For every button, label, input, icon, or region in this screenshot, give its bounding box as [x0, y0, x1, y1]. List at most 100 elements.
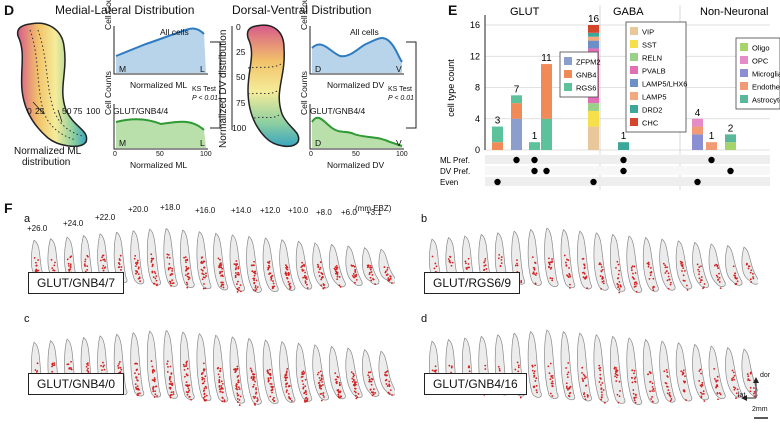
legend-entry: VIP: [642, 28, 654, 37]
dv-glut-line: [311, 116, 403, 147]
ml-tick-50: 50: [62, 106, 72, 116]
pattern-dot: [494, 178, 501, 186]
brain-slice: [544, 329, 559, 399]
brain-slice: [295, 240, 313, 290]
y-tick-label: 12: [470, 51, 480, 61]
brain-slice: [213, 334, 229, 403]
ebz-label: +16.0: [195, 206, 216, 215]
brain-slice: [130, 332, 145, 397]
label-glut-rgs6-9: GLUT/RGS6/9: [424, 272, 521, 294]
legend-swatch: [740, 95, 748, 103]
dv-bottom-ylabel: Cell Counts: [299, 71, 309, 115]
subpanel-b-letter: b: [421, 213, 428, 225]
brain-slice: [675, 240, 693, 291]
dv-xtick-100: 100: [396, 151, 408, 158]
ebz-label: +14.0: [231, 206, 252, 215]
brain-slice: [146, 228, 161, 287]
brain-slice: [163, 227, 178, 287]
brain-slice: [312, 242, 329, 290]
dv-xtick-50: 50: [352, 151, 360, 158]
bar-total-label: 11: [541, 53, 552, 64]
legend-swatch: [740, 82, 748, 90]
brain-slice: [675, 342, 693, 402]
dv-tick-75: 75: [236, 98, 246, 108]
dv-striatum-shape: [246, 24, 300, 148]
y-tick-label: 16: [470, 20, 480, 30]
ml-schematic: [16, 22, 88, 148]
dv-bottom-xlabel: Normalized DV: [327, 160, 385, 170]
ml-xtick-0: 0: [113, 151, 117, 158]
dv-ks-test: KS Test: [388, 86, 412, 93]
legend-swatch: [630, 66, 638, 74]
pattern-dot: [531, 167, 538, 175]
brain-slice: [692, 241, 709, 290]
legend-swatch: [740, 69, 748, 77]
bar-segment-endothelial: [706, 142, 717, 150]
ml-all-cells-area: [116, 28, 206, 73]
dv-glut-label: GLUT/GNB4/4: [310, 106, 366, 116]
legend-entry: Endotheial: [752, 83, 780, 92]
dv-distribution-title: Dorsal-Ventral Distribution: [232, 3, 372, 17]
legend-swatch: [564, 83, 572, 91]
brain-slice: [593, 334, 609, 404]
bar-total-label: 16: [588, 14, 600, 25]
legend-entry: Astrocyte: [752, 96, 780, 105]
pattern-row-band: [485, 177, 770, 186]
ebz-label: +22.0: [95, 213, 116, 222]
brain-slice: [642, 237, 659, 292]
dv-tick-100: 100: [232, 123, 247, 133]
brain-slice: [328, 243, 346, 288]
legend-entry: Oligo: [752, 44, 770, 53]
ebz-label: +10.0: [288, 206, 309, 215]
pattern-dot: [590, 178, 597, 186]
ml-tick-100: 100: [86, 106, 101, 116]
legend-entry: LAMP5: [642, 93, 667, 102]
brain-slice: [642, 339, 659, 404]
dv-tick-25: 25: [236, 47, 246, 57]
subpanel-d-letter: d: [421, 313, 428, 325]
bar-total-label: 1: [709, 131, 715, 142]
brain-slice: [328, 345, 346, 400]
ebz-label: +20.0: [128, 205, 149, 214]
brain-slice: [163, 329, 178, 399]
legend-swatch: [630, 27, 638, 35]
bar-total-label: 1: [621, 131, 627, 142]
dv-xtick-0: 0: [309, 151, 313, 158]
bar-segment-chc: [588, 25, 599, 33]
bar-segment-lamp5-lhx6: [588, 40, 599, 49]
pattern-dot: [708, 156, 715, 164]
ml-xtick-50: 50: [156, 151, 164, 158]
brain-slice: [31, 239, 44, 279]
bar-segment-gnb4: [492, 142, 503, 150]
pattern-dot: [620, 167, 627, 175]
dv-all-cells-line: [311, 37, 403, 63]
panel-d-letter: D: [4, 2, 15, 18]
bar-segment-sst: [588, 110, 599, 127]
brain-slice: [708, 243, 726, 290]
brain-slice: [312, 344, 329, 402]
bar-total-label: 3: [495, 116, 501, 127]
legend-entry: ZFPM2: [576, 58, 601, 67]
dv-all-cells-label: All cells: [350, 27, 379, 37]
legend-entry: LAMP5/LHX6: [642, 80, 687, 89]
ml-ks-p: P < 0.01: [192, 95, 219, 102]
bar-segment-reln: [588, 103, 599, 111]
brain-slice: [610, 233, 626, 294]
scale-label: 2mm: [752, 406, 768, 413]
ml-tick-0: 0: [27, 106, 32, 116]
pattern-row-label: Even: [440, 178, 458, 187]
dv-ks-p: P < 0.01: [388, 95, 415, 102]
ml-top-xlabel: Normalized ML: [130, 80, 188, 90]
legend-entry: GNB4: [576, 71, 596, 80]
ebz-label: +18.0: [160, 203, 181, 212]
brain-slice: [345, 347, 363, 400]
brain-slice: [262, 237, 279, 292]
ml-tick-75: 75: [73, 106, 83, 116]
dv-tick-0: 0: [236, 22, 241, 32]
bar-segment-vip: [588, 126, 599, 150]
orientation-compass: [741, 377, 768, 419]
bar-segment-oligo: [725, 142, 736, 150]
brain-slice: [196, 231, 212, 290]
ml-bottom-ylabel: Cell Counts: [103, 71, 113, 115]
bar-total-label: 1: [532, 131, 538, 142]
